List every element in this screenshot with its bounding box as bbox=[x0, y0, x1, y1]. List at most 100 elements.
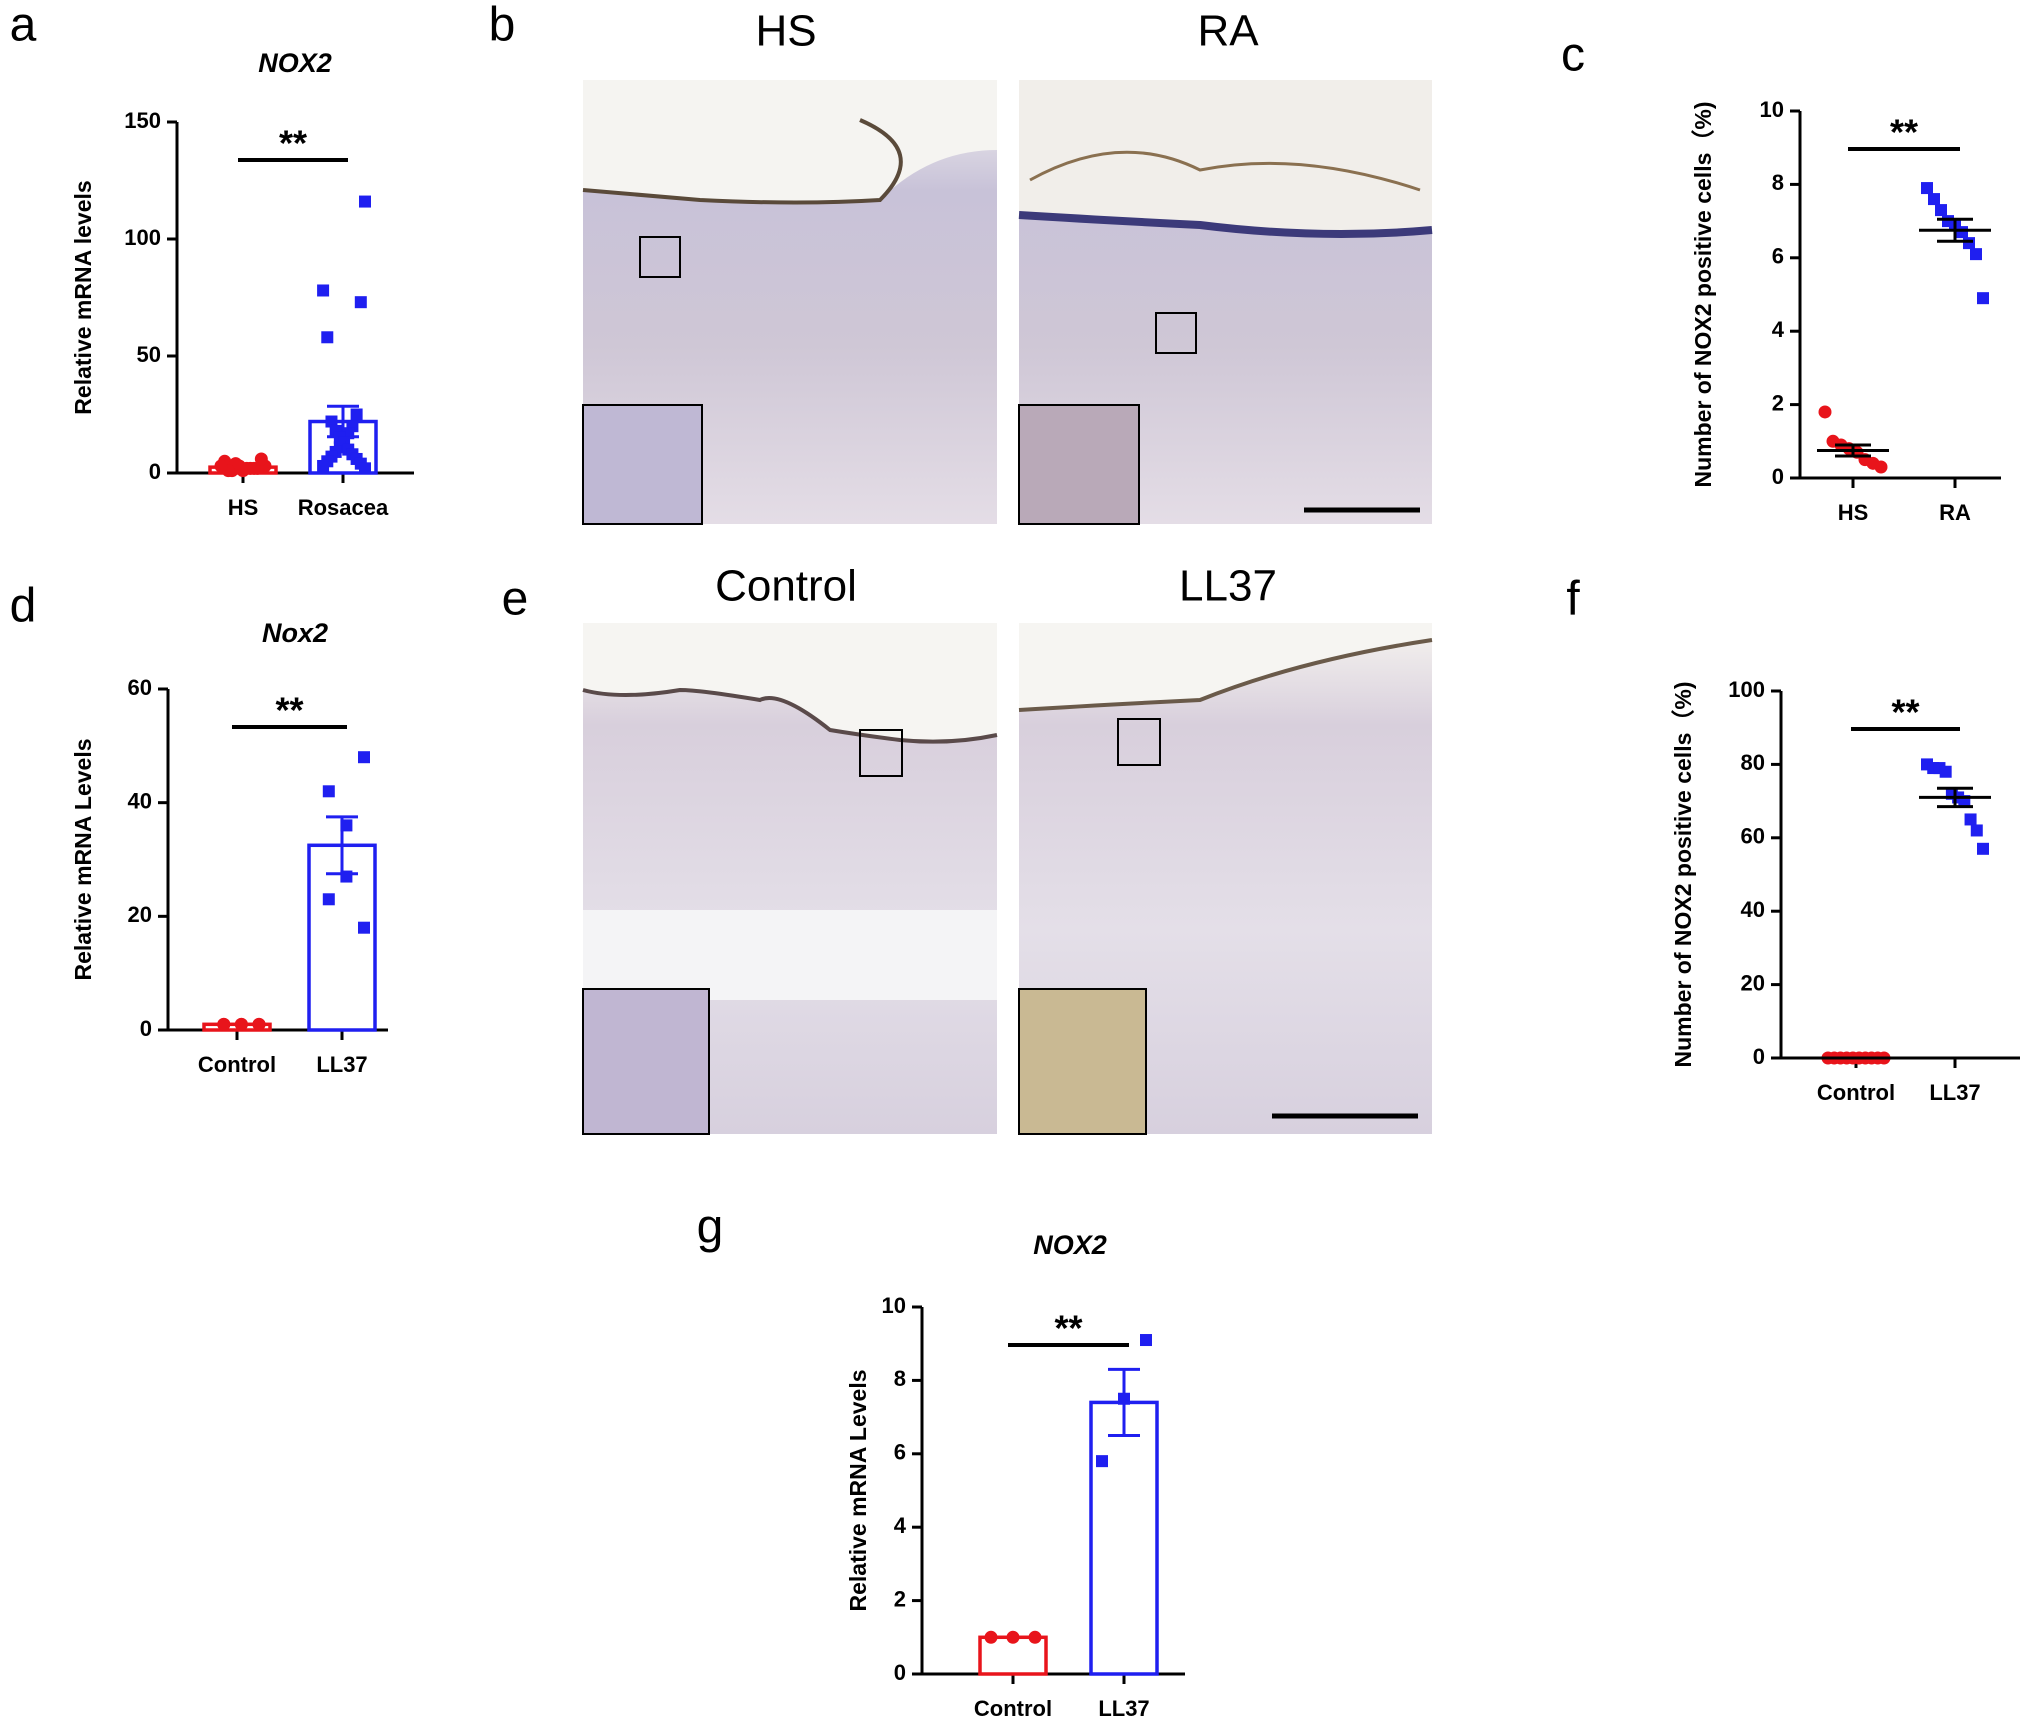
data-point bbox=[1874, 460, 1888, 474]
data-point bbox=[254, 452, 268, 466]
x-tick-label: LL37 bbox=[1929, 1080, 1980, 1105]
data-point bbox=[1939, 765, 1952, 778]
y-tick-label: 100 bbox=[1728, 677, 1765, 702]
data-point bbox=[1977, 292, 1989, 305]
panel-letter: f bbox=[1566, 573, 1580, 626]
data-point bbox=[1818, 405, 1832, 419]
panel-letter: g bbox=[697, 1201, 724, 1254]
image-label: HS bbox=[755, 7, 816, 56]
chart-title: NOX2 bbox=[1033, 1230, 1107, 1260]
y-tick-label: 60 bbox=[1741, 824, 1765, 849]
data-point bbox=[1921, 182, 1933, 195]
histology-ll37 bbox=[1018, 623, 1433, 1135]
data-point bbox=[358, 921, 370, 934]
y-tick-label: 80 bbox=[1741, 750, 1765, 775]
significance-label: ** bbox=[275, 690, 303, 731]
data-point bbox=[1928, 193, 1940, 206]
y-tick-label: 8 bbox=[894, 1366, 906, 1391]
data-point bbox=[1028, 1630, 1042, 1644]
data-point bbox=[1118, 1392, 1130, 1405]
data-point bbox=[1963, 237, 1975, 250]
y-tick-label: 10 bbox=[882, 1293, 906, 1318]
chart-title: Nox2 bbox=[262, 618, 328, 648]
y-tick-label: 10 bbox=[1760, 97, 1784, 122]
x-tick-label: Control bbox=[974, 1696, 1052, 1721]
y-tick-label: 2 bbox=[894, 1586, 906, 1611]
y-tick-label: 4 bbox=[1772, 317, 1785, 342]
data-point bbox=[1935, 204, 1947, 217]
image-label: LL37 bbox=[1179, 562, 1277, 611]
data-point bbox=[350, 408, 363, 421]
y-axis-label: Relative mRNA Levels bbox=[845, 1369, 871, 1611]
data-point bbox=[354, 296, 367, 309]
panel-letter: b bbox=[489, 0, 516, 52]
image-label: Control bbox=[715, 562, 857, 611]
x-tick-label: LL37 bbox=[316, 1052, 367, 1077]
data-point bbox=[322, 893, 335, 906]
y-axis-label: Number of NOX2 positive cells（%) bbox=[1690, 102, 1716, 488]
data-point bbox=[1096, 1455, 1108, 1468]
significance-label: ** bbox=[279, 123, 307, 164]
significance-label: ** bbox=[1054, 1308, 1082, 1349]
data-point bbox=[214, 459, 228, 473]
data-point bbox=[317, 459, 330, 472]
histology-control bbox=[582, 623, 998, 1135]
data-point bbox=[321, 331, 334, 344]
y-tick-label: 0 bbox=[149, 459, 161, 484]
y-tick-label: 40 bbox=[128, 788, 152, 813]
panel-letter: a bbox=[10, 0, 37, 52]
x-tick-label: RA bbox=[1939, 500, 1971, 525]
data-point bbox=[1140, 1334, 1152, 1347]
data-point bbox=[359, 462, 371, 475]
x-tick-label: HS bbox=[228, 495, 259, 520]
significance-label: ** bbox=[1890, 112, 1918, 153]
y-tick-label: 0 bbox=[140, 1016, 152, 1041]
histology-hs bbox=[582, 80, 997, 525]
data-point bbox=[247, 461, 261, 475]
data-point bbox=[325, 415, 338, 428]
data-point bbox=[1964, 813, 1977, 826]
data-point bbox=[234, 1017, 248, 1031]
y-tick-label: 8 bbox=[1772, 170, 1784, 195]
image-label: RA bbox=[1197, 7, 1259, 56]
y-tick-label: 0 bbox=[894, 1660, 906, 1685]
data-point bbox=[340, 819, 353, 832]
data-point bbox=[1977, 842, 1989, 855]
y-tick-label: 6 bbox=[894, 1440, 906, 1465]
data-point bbox=[359, 195, 371, 208]
y-tick-label: 20 bbox=[128, 902, 152, 927]
data-point bbox=[984, 1630, 998, 1644]
panel-letter: c bbox=[1561, 29, 1585, 82]
y-tick-label: 2 bbox=[1772, 390, 1784, 415]
panel-letter: e bbox=[502, 573, 529, 626]
panel-letter: d bbox=[10, 580, 37, 633]
data-point bbox=[358, 751, 370, 764]
y-tick-label: 4 bbox=[894, 1513, 907, 1538]
y-tick-label: 20 bbox=[1741, 970, 1765, 995]
x-tick-label: LL37 bbox=[1098, 1696, 1149, 1721]
y-axis-label: Number of NOX2 positive cells（%) bbox=[1670, 682, 1696, 1068]
chart-title: NOX2 bbox=[258, 48, 332, 78]
data-point bbox=[217, 1017, 231, 1031]
x-tick-label: Rosacea bbox=[298, 495, 389, 520]
y-tick-label: 0 bbox=[1772, 464, 1784, 489]
y-axis-label: Relative mRNA Levels bbox=[70, 738, 96, 980]
x-tick-label: Control bbox=[198, 1052, 276, 1077]
y-tick-label: 100 bbox=[124, 225, 161, 250]
histology-ra bbox=[1018, 80, 1433, 525]
data-point bbox=[1970, 248, 1982, 261]
data-point bbox=[1970, 824, 1983, 837]
y-tick-label: 0 bbox=[1753, 1044, 1765, 1069]
significance-label: ** bbox=[1891, 692, 1919, 733]
y-axis-label: Relative mRNA levels bbox=[70, 180, 96, 414]
data-point bbox=[1006, 1630, 1020, 1644]
x-tick-label: HS bbox=[1838, 500, 1869, 525]
data-point bbox=[340, 870, 353, 883]
y-tick-label: 150 bbox=[124, 108, 161, 133]
data-point bbox=[1956, 226, 1968, 239]
y-tick-label: 60 bbox=[128, 675, 152, 700]
data-point bbox=[317, 284, 330, 297]
data-point bbox=[322, 785, 335, 798]
y-tick-label: 6 bbox=[1772, 244, 1784, 269]
